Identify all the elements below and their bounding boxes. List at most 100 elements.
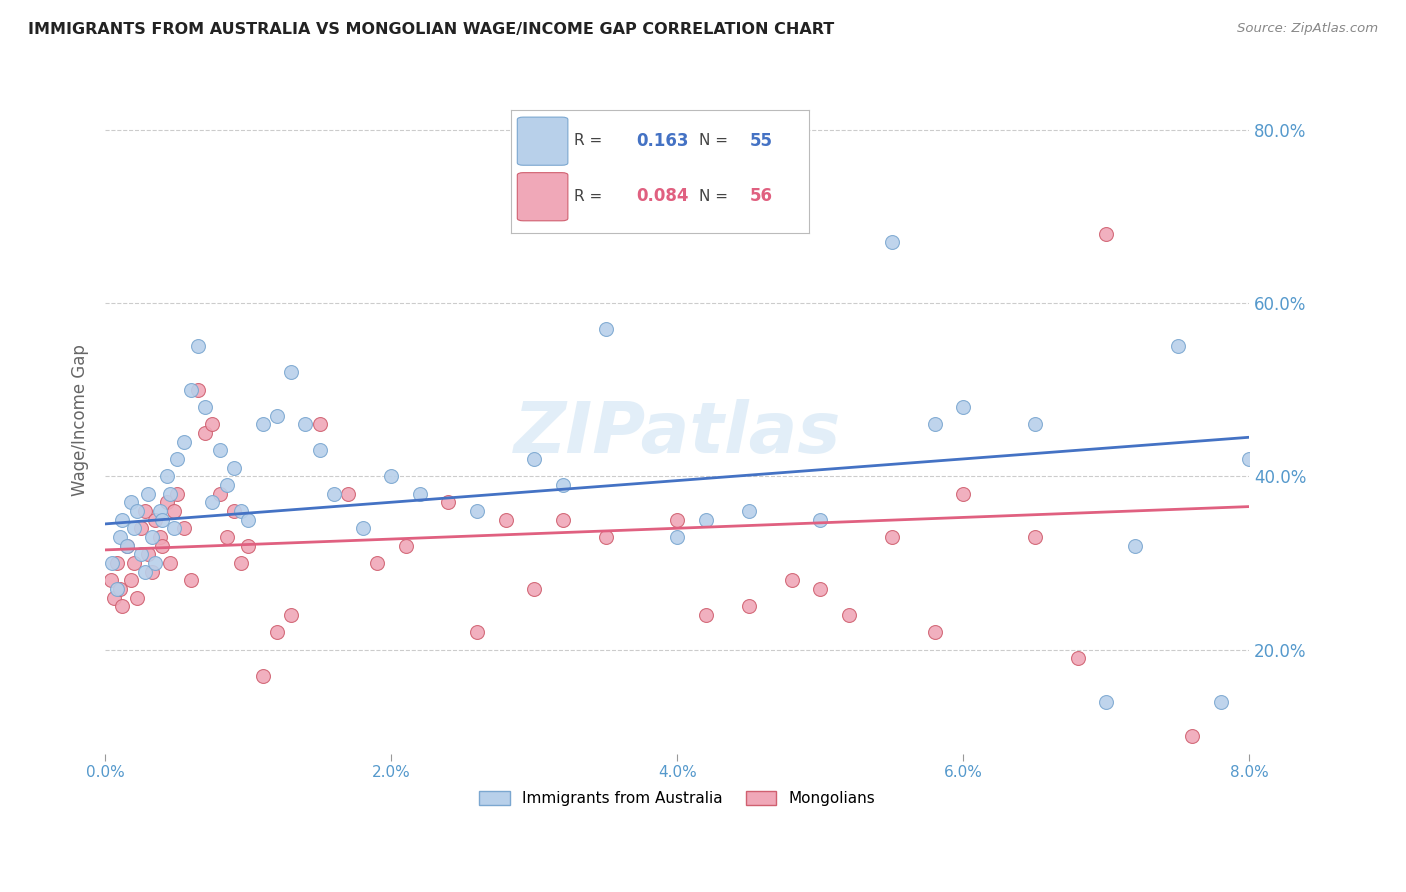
Point (666, 512, 689, 526)
Point (108, 530, 131, 544)
Point (924, 625, 946, 640)
Point (352, 521, 374, 535)
Point (1167, 339, 1189, 353)
Point (1095, 694, 1118, 708)
Point (143, 512, 166, 526)
Point (134, 504, 156, 518)
Point (952, 400, 974, 414)
Point (159, 556, 181, 570)
Point (308, 443, 330, 458)
Point (141, 565, 163, 579)
Point (156, 469, 179, 483)
Point (173, 434, 195, 449)
Point (208, 443, 231, 458)
Point (187, 339, 209, 353)
Point (111, 512, 134, 526)
Point (180, 383, 202, 397)
Point (523, 451, 546, 466)
Point (952, 486, 974, 500)
Point (337, 486, 360, 500)
Point (780, 573, 803, 587)
Point (280, 365, 302, 379)
Point (252, 417, 274, 432)
Point (595, 530, 617, 544)
Point (180, 573, 202, 587)
Text: IMMIGRANTS FROM AUSTRALIA VS MONGOLIAN WAGE/INCOME GAP CORRELATION CHART: IMMIGRANTS FROM AUSTRALIA VS MONGOLIAN W… (28, 22, 834, 37)
Point (120, 495, 142, 509)
Point (924, 417, 946, 432)
Point (266, 409, 288, 423)
Point (163, 504, 186, 518)
Point (105, 556, 128, 570)
Point (201, 417, 224, 432)
Point (229, 504, 252, 518)
Point (229, 556, 252, 570)
Point (1209, 694, 1232, 708)
Point (122, 556, 145, 570)
Point (465, 504, 488, 518)
Point (222, 460, 245, 475)
Text: Source: ZipAtlas.com: Source: ZipAtlas.com (1237, 22, 1378, 36)
Point (166, 451, 188, 466)
Point (134, 565, 156, 579)
Point (437, 495, 460, 509)
Point (201, 495, 224, 509)
Point (222, 504, 245, 518)
Point (880, 530, 903, 544)
Point (695, 607, 717, 622)
Point (115, 539, 138, 553)
Point (252, 668, 274, 682)
Point (166, 486, 188, 500)
Point (152, 512, 174, 526)
Point (129, 521, 152, 535)
Text: ZIPatlas: ZIPatlas (513, 399, 841, 467)
Point (1123, 539, 1146, 553)
Point (111, 599, 134, 614)
Point (595, 322, 617, 336)
Point (122, 521, 145, 535)
Point (551, 512, 574, 526)
Legend: Immigrants from Australia, Mongolians: Immigrants from Australia, Mongolians (474, 785, 882, 813)
Point (1066, 651, 1088, 665)
Point (120, 573, 142, 587)
Point (194, 425, 217, 440)
Point (495, 512, 517, 526)
Point (666, 530, 689, 544)
Point (163, 521, 186, 535)
Point (323, 486, 346, 500)
Point (148, 504, 170, 518)
Point (738, 599, 761, 614)
Point (1095, 227, 1118, 241)
Point (129, 547, 152, 561)
Point (156, 495, 179, 509)
Point (215, 530, 238, 544)
Point (108, 582, 131, 596)
Point (215, 478, 238, 492)
Point (100, 573, 122, 587)
Point (238, 512, 260, 526)
Point (380, 469, 402, 483)
Point (125, 504, 148, 518)
Point (194, 400, 217, 414)
Point (159, 486, 181, 500)
Point (136, 486, 159, 500)
Point (136, 547, 159, 561)
Point (187, 383, 209, 397)
Point (738, 504, 761, 518)
Point (238, 539, 260, 553)
Point (366, 556, 388, 570)
Point (808, 512, 831, 526)
Point (551, 478, 574, 492)
Point (465, 625, 488, 640)
Point (208, 486, 231, 500)
Point (880, 235, 903, 250)
Point (1024, 530, 1046, 544)
Point (394, 539, 416, 553)
Point (125, 591, 148, 605)
Point (308, 417, 330, 432)
Point (294, 417, 316, 432)
Y-axis label: Wage/Income Gap: Wage/Income Gap (72, 344, 89, 496)
Point (695, 512, 717, 526)
Point (266, 625, 288, 640)
Point (523, 582, 546, 596)
